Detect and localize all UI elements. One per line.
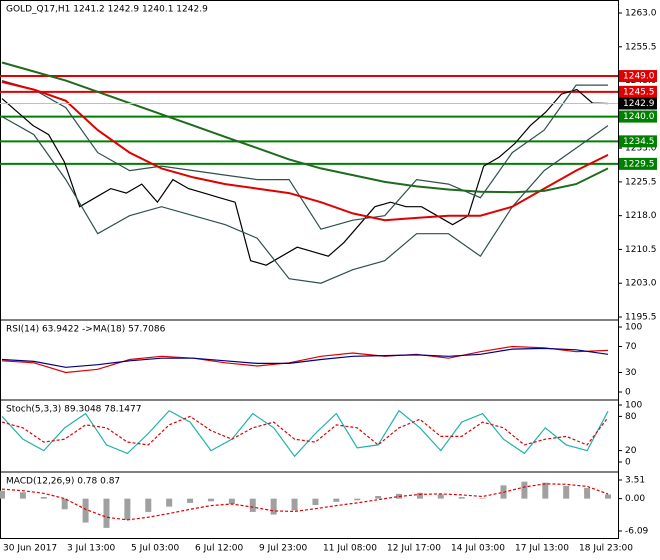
y-tick-label: 1210.5 <box>625 245 657 255</box>
macd-bar <box>0 490 5 499</box>
macd-bar <box>333 498 340 502</box>
level-label: 1249.0 <box>623 72 655 82</box>
macd-bar <box>19 492 26 499</box>
macd-bar <box>375 495 382 499</box>
y-tick-label: 0 <box>625 458 631 468</box>
x-tick-label: 11 Jul 08:00 <box>323 544 377 554</box>
y-tick-label: 3.51 <box>625 476 645 486</box>
macd-bar <box>124 498 131 520</box>
panel-title: MACD(12,26,9) 0.78 0.87 <box>6 477 120 487</box>
y-tick-label: 30 <box>625 368 637 378</box>
last-price-label: 1242.9 <box>623 99 655 109</box>
x-tick-label: 14 Jul 03:00 <box>451 544 505 554</box>
macd-bar <box>437 494 444 499</box>
series-line <box>1 345 609 374</box>
x-tick-label: 6 Jul 12:00 <box>195 544 244 554</box>
x-tick-label: 30 Jun 2017 <box>3 544 57 554</box>
level-label-box <box>619 157 657 170</box>
y-tick-label: 1233.0 <box>625 144 657 154</box>
y-tick-label: 1255.5 <box>625 42 657 52</box>
macd-bar <box>61 498 68 510</box>
series-line <box>1 116 609 284</box>
y-tick-label: 70 <box>625 342 637 352</box>
series-line <box>1 88 609 266</box>
panel-title: Stoch(5,3,3) 89.3048 78.1477 <box>6 405 141 415</box>
y-tick-label: 1263.0 <box>625 9 657 19</box>
macd-bar <box>605 494 611 499</box>
macd-bar <box>187 498 194 503</box>
y-tick-label: 80 <box>625 412 637 422</box>
macd-bar <box>82 498 89 523</box>
macd-bar <box>584 488 591 499</box>
panel-title: RSI(14) 63.9422 ->MA(18) 57.7086 <box>6 325 166 335</box>
macd-bar <box>270 498 277 515</box>
panel-title: GOLD_Q17,H1 1241.2 1242.9 1240.1 1242.9 <box>6 5 208 15</box>
macd-bar <box>228 498 235 504</box>
level-label-box <box>619 85 657 98</box>
x-tick-label: 12 Jul 17:00 <box>387 544 441 554</box>
level-label-box <box>619 110 657 123</box>
y-tick-label: 1225.5 <box>625 177 657 187</box>
macd-bar <box>354 498 361 501</box>
y-tick-label: 1218.0 <box>625 211 657 221</box>
macd-bar <box>416 492 423 499</box>
y-tick-label: 100 <box>625 401 642 411</box>
macd-bar <box>207 498 214 502</box>
x-tick-label: 9 Jul 23:00 <box>259 544 308 554</box>
level-label-box <box>619 135 657 148</box>
x-tick-label: 18 Jul 23:00 <box>579 544 633 554</box>
x-tick-label: 5 Jul 03:00 <box>131 544 180 554</box>
y-tick-label: 20 <box>625 446 637 456</box>
macd-bar <box>458 497 465 499</box>
y-tick-label: -6.09 <box>625 527 649 537</box>
x-tick-label: 17 Jul 13:00 <box>515 544 569 554</box>
macd-bar <box>40 497 47 499</box>
series-line <box>1 61 609 194</box>
series-line <box>1 347 609 368</box>
series-line <box>1 409 609 458</box>
macd-bar <box>103 498 110 528</box>
macd-bar <box>479 498 486 499</box>
macd-bar <box>166 498 173 507</box>
macd-bar <box>542 482 549 499</box>
macd-bar <box>145 498 152 512</box>
series-line <box>1 80 609 222</box>
series-line <box>1 415 609 446</box>
level-label: 1245.5 <box>623 87 655 97</box>
macd-bar <box>563 485 570 499</box>
y-tick-label: 100 <box>625 323 642 333</box>
macd-bar <box>291 498 298 511</box>
y-tick-label: 1195.5 <box>625 313 657 323</box>
level-label-box <box>619 70 657 83</box>
macd-bar <box>521 481 528 499</box>
level-label: 1229.5 <box>623 159 655 169</box>
series-line <box>1 80 608 230</box>
frame <box>0 0 619 539</box>
y-tick-label: 0 <box>625 388 631 398</box>
x-tick-label: 3 Jul 13:00 <box>67 544 116 554</box>
macd-bar <box>312 498 319 506</box>
series-line <box>1 483 609 521</box>
level-label: 1240.0 <box>623 112 655 122</box>
y-tick-label: 0.00 <box>625 494 645 504</box>
macd-bar <box>249 498 256 512</box>
level-label: 1234.5 <box>623 137 655 147</box>
last-price-box <box>619 97 657 110</box>
y-tick-label: 1203.0 <box>625 279 657 289</box>
